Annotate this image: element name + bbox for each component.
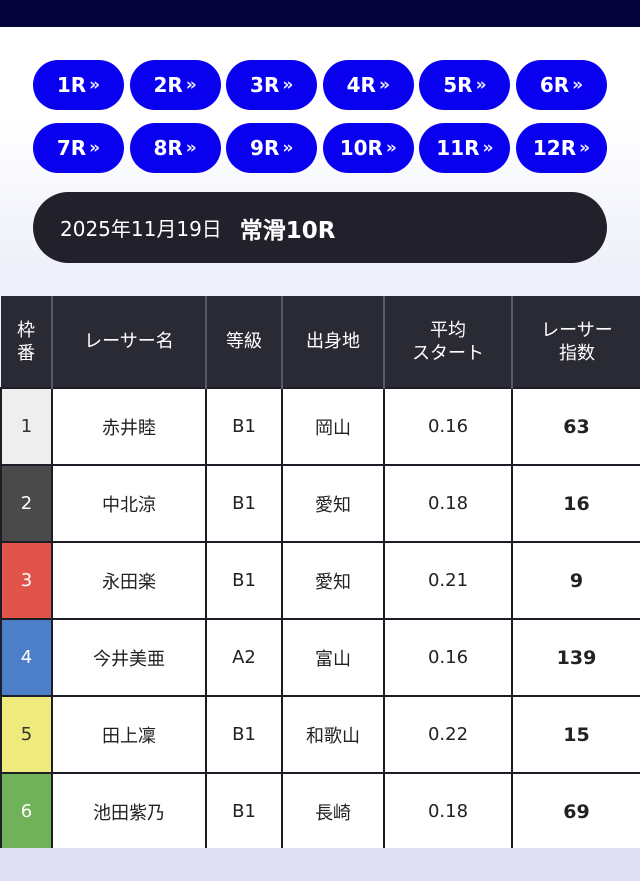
table-row: 3 永田楽 B1 愛知 0.21 9 xyxy=(0,541,640,620)
racer-index-cell: 15 xyxy=(511,695,640,774)
avg-start-cell: 0.16 xyxy=(383,387,513,466)
avg-start-cell: 0.18 xyxy=(383,772,513,851)
table-row: 6 池田紫乃 B1 長崎 0.18 69 xyxy=(0,772,640,851)
avg-start-cell: 0.16 xyxy=(383,618,513,697)
race-button-label: 6R xyxy=(539,73,570,97)
racer-table: 枠 番レーサー名 等級 出身地 平均 スタート レーサー 指数 1 赤井睦 B1 岡山 0.16… xyxy=(0,296,640,851)
race-header: 2025年11月19日 常滑10R xyxy=(33,192,607,263)
double-chevron-right-icon: » xyxy=(482,137,494,158)
footer-band xyxy=(0,848,640,881)
frame-number-cell: 2 xyxy=(0,464,53,543)
double-chevron-right-icon: » xyxy=(89,74,101,95)
race-button-label: 2R xyxy=(153,73,183,97)
avg-start-cell: 0.18 xyxy=(383,464,513,543)
race-button-label: 3R xyxy=(250,73,280,97)
race-button-3r[interactable]: 3R» xyxy=(226,60,318,110)
race-button-11r[interactable]: 11R» xyxy=(419,123,511,173)
table-header-row: 枠 番レーサー名 等級 出身地 平均 スタート レーサー 指数 xyxy=(1,296,640,389)
column-frame-header: 枠 番 xyxy=(1,296,53,389)
double-chevron-right-icon: » xyxy=(185,137,197,158)
double-chevron-right-icon: » xyxy=(385,137,397,158)
race-button-label: 4R xyxy=(346,73,376,97)
racer-name-cell: 赤井睦 xyxy=(51,387,207,466)
race-date: 2025年11月19日 xyxy=(60,217,222,241)
double-chevron-right-icon: » xyxy=(282,74,294,95)
frame-number-cell: 4 xyxy=(0,618,53,697)
race-button-12r[interactable]: 12R» xyxy=(516,123,607,173)
grade-cell: A2 xyxy=(205,618,283,697)
origin-cell: 愛知 xyxy=(281,541,385,620)
avg-start-cell: 0.21 xyxy=(383,541,513,620)
grade-cell: B1 xyxy=(205,695,283,774)
double-chevron-right-icon: » xyxy=(378,74,390,95)
grade-cell: B1 xyxy=(205,387,283,466)
column-origin-header: 出身地 xyxy=(282,296,385,389)
origin-cell: 岡山 xyxy=(281,387,385,466)
race-button-7r[interactable]: 7R» xyxy=(33,123,124,173)
column-racer-name-header: レーサー名 xyxy=(52,296,207,389)
table-row: 1 赤井睦 B1 岡山 0.16 63 xyxy=(0,387,640,466)
race-button-2r[interactable]: 2R» xyxy=(129,60,221,110)
race-button-5r[interactable]: 5R» xyxy=(419,60,511,110)
table-row: 2 中北涼 B1 愛知 0.18 16 xyxy=(0,464,640,543)
racer-index-cell: 16 xyxy=(511,464,640,543)
frame-number-cell: 1 xyxy=(0,387,53,466)
frame-number-cell: 6 xyxy=(0,772,53,851)
table-row: 4 今井美亜 A2 富山 0.16 139 xyxy=(0,618,640,697)
race-title: 常滑10R xyxy=(239,217,336,244)
race-button-label: 8R xyxy=(153,136,183,160)
origin-cell: 愛知 xyxy=(281,464,385,543)
racer-name-cell: 池田紫乃 xyxy=(51,772,207,851)
racer-name-cell: 田上凜 xyxy=(51,695,207,774)
race-button-label: 5R xyxy=(443,73,473,97)
race-button-10r[interactable]: 10R» xyxy=(322,123,414,173)
double-chevron-right-icon: » xyxy=(475,74,487,95)
race-button-label: 9R xyxy=(250,136,280,160)
racer-index-cell: 139 xyxy=(511,618,640,697)
racer-index-cell: 9 xyxy=(511,541,640,620)
racer-name-cell: 中北涼 xyxy=(51,464,207,543)
race-button-label: 11R xyxy=(436,136,480,160)
racer-index-cell: 63 xyxy=(511,387,640,466)
double-chevron-right-icon: » xyxy=(579,137,591,158)
table-row: 5 田上凜 B1 和歌山 0.22 15 xyxy=(0,695,640,774)
column-grade-header: 等級 xyxy=(206,296,283,389)
column-avg-start-header: 平均 スタート xyxy=(384,296,513,389)
race-button-6r[interactable]: 6R» xyxy=(516,60,607,110)
grade-cell: B1 xyxy=(205,772,283,851)
double-chevron-right-icon: » xyxy=(572,74,584,95)
origin-cell: 長崎 xyxy=(281,772,385,851)
race-button-label: 12R xyxy=(532,136,577,160)
race-button-label: 10R xyxy=(339,136,383,160)
origin-cell: 富山 xyxy=(281,618,385,697)
column-racer-index-header: レーサー 指数 xyxy=(512,296,640,389)
frame-number-cell: 5 xyxy=(0,695,53,774)
race-button-label: 7R xyxy=(56,136,87,160)
top-bar xyxy=(0,0,640,27)
racer-index-cell: 69 xyxy=(511,772,640,851)
race-button-8r[interactable]: 8R» xyxy=(129,123,221,173)
grade-cell: B1 xyxy=(205,464,283,543)
avg-start-cell: 0.22 xyxy=(383,695,513,774)
race-button-label: 1R xyxy=(56,73,87,97)
double-chevron-right-icon: » xyxy=(185,74,197,95)
double-chevron-right-icon: » xyxy=(89,137,101,158)
race-button-1r[interactable]: 1R» xyxy=(33,60,124,110)
race-button-9r[interactable]: 9R» xyxy=(226,123,318,173)
racer-name-cell: 永田楽 xyxy=(51,541,207,620)
grade-cell: B1 xyxy=(205,541,283,620)
double-chevron-right-icon: » xyxy=(282,137,294,158)
origin-cell: 和歌山 xyxy=(281,695,385,774)
race-button-4r[interactable]: 4R» xyxy=(322,60,414,110)
frame-number-cell: 3 xyxy=(0,541,53,620)
racer-name-cell: 今井美亜 xyxy=(51,618,207,697)
